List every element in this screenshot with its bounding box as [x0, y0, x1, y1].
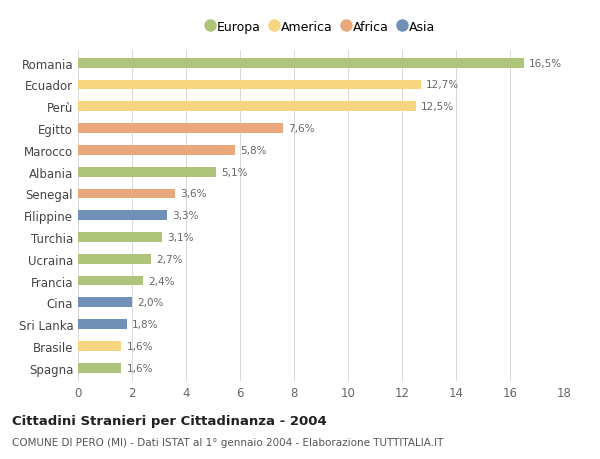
Text: 3,3%: 3,3% — [173, 211, 199, 221]
Bar — [78, 319, 127, 330]
Text: 7,6%: 7,6% — [289, 124, 315, 134]
Bar — [78, 276, 143, 286]
Text: 5,1%: 5,1% — [221, 167, 248, 177]
Text: 3,1%: 3,1% — [167, 232, 194, 242]
Bar — [78, 102, 415, 112]
Text: COMUNE DI PERO (MI) - Dati ISTAT al 1° gennaio 2004 - Elaborazione TUTTITALIA.IT: COMUNE DI PERO (MI) - Dati ISTAT al 1° g… — [12, 437, 443, 447]
Text: 2,0%: 2,0% — [137, 298, 164, 308]
Text: 1,8%: 1,8% — [132, 319, 158, 330]
Text: 1,6%: 1,6% — [127, 341, 153, 351]
Text: 3,6%: 3,6% — [181, 189, 207, 199]
Text: 2,7%: 2,7% — [156, 254, 183, 264]
Text: 5,8%: 5,8% — [240, 146, 266, 156]
Text: 2,4%: 2,4% — [148, 276, 175, 286]
Bar — [78, 341, 121, 351]
Bar — [78, 211, 167, 221]
Bar — [78, 233, 162, 242]
Bar — [78, 363, 121, 373]
Bar — [78, 146, 235, 156]
Text: 12,5%: 12,5% — [421, 102, 454, 112]
Bar — [78, 124, 283, 134]
Text: 1,6%: 1,6% — [127, 363, 153, 373]
Text: Cittadini Stranieri per Cittadinanza - 2004: Cittadini Stranieri per Cittadinanza - 2… — [12, 414, 327, 428]
Bar — [78, 254, 151, 264]
Bar — [78, 298, 132, 308]
Legend: Europa, America, Africa, Asia: Europa, America, Africa, Asia — [203, 17, 439, 38]
Bar — [78, 59, 523, 68]
Bar — [78, 189, 175, 199]
Bar — [78, 168, 216, 177]
Text: 12,7%: 12,7% — [426, 80, 460, 90]
Bar — [78, 80, 421, 90]
Text: 16,5%: 16,5% — [529, 59, 562, 68]
